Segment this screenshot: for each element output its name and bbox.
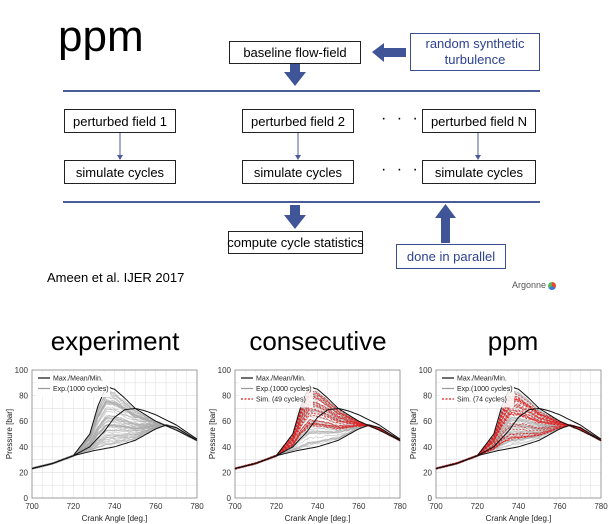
x-tick-label: 740 bbox=[311, 502, 325, 511]
legend-label: Exp.(1000 cycles) bbox=[256, 386, 312, 393]
done-in-parallel-box: done in parallel bbox=[396, 244, 506, 269]
legend-background bbox=[36, 372, 110, 397]
chart-title-consecutive: consecutive bbox=[249, 326, 387, 356]
y-axis-label: Pressure [bar] bbox=[208, 409, 217, 459]
baseline-down-arrow bbox=[284, 64, 306, 86]
reference-citation: Ameen et al. IJER 2017 bbox=[47, 270, 185, 285]
y-tick-label: 20 bbox=[423, 468, 432, 477]
divider-bottom bbox=[63, 201, 540, 203]
perturbed-field-2-box: perturbed field 2 bbox=[242, 109, 354, 133]
envelope-min-line bbox=[234, 424, 401, 470]
random-synthetic-turbulence-box: random synthetic turbulence bbox=[410, 33, 540, 71]
plot-frame bbox=[234, 369, 401, 499]
x-tick-label: 740 bbox=[108, 502, 122, 511]
y-tick-label: 100 bbox=[218, 366, 232, 375]
sim-cycle-line bbox=[234, 391, 401, 470]
y-tick-label: 20 bbox=[19, 468, 28, 477]
legend-label: Max./Mean/Min. bbox=[457, 376, 507, 383]
legend-label: Sim. (49 cycles) bbox=[256, 397, 306, 404]
legend-label: Exp.(1000 cycles) bbox=[457, 386, 513, 393]
simulate-cycles-1-box: simulate cycles bbox=[64, 160, 176, 184]
sim-cycle-line bbox=[234, 425, 401, 470]
x-axis-label: Crank Angle [deg.] bbox=[486, 514, 552, 523]
y-tick-label: 80 bbox=[423, 392, 432, 401]
y-tick-label: 40 bbox=[222, 443, 231, 452]
legend-label: Max./Mean/Min. bbox=[53, 376, 103, 383]
y-axis-label: Pressure [bar] bbox=[409, 409, 418, 459]
envelope-min-line bbox=[31, 424, 198, 470]
ellipsis-bottom: · · · bbox=[381, 161, 421, 178]
y-tick-label: 40 bbox=[19, 443, 28, 452]
chart-title-experiment: experiment bbox=[50, 326, 180, 356]
argonne-logo-mark bbox=[548, 281, 557, 290]
y-tick-label: 100 bbox=[419, 366, 433, 375]
x-axis-label: Crank Angle [deg.] bbox=[82, 514, 148, 523]
x-tick-label: 720 bbox=[270, 502, 284, 511]
y-axis-label: Pressure [bar] bbox=[5, 409, 14, 459]
legend-label: Sim. (74 cycles) bbox=[457, 397, 507, 404]
x-tick-label: 700 bbox=[429, 502, 443, 511]
y-tick-label: 80 bbox=[222, 392, 231, 401]
perturbed-field-N-box: perturbed field N bbox=[422, 109, 536, 133]
y-tick-label: 100 bbox=[15, 366, 29, 375]
turbulence-arrow bbox=[372, 43, 406, 62]
y-tick-label: 60 bbox=[222, 417, 231, 426]
diagram-arrows bbox=[117, 43, 481, 243]
compute-down-arrow bbox=[284, 205, 306, 229]
chart-title-ppm: ppm bbox=[487, 326, 539, 356]
x-tick-label: 780 bbox=[594, 502, 608, 511]
x-axis-label: Crank Angle [deg.] bbox=[285, 514, 351, 523]
x-tick-label: 760 bbox=[149, 502, 163, 511]
x-tick-label: 720 bbox=[471, 502, 485, 511]
y-tick-label: 0 bbox=[428, 494, 433, 503]
y-tick-label: 20 bbox=[222, 468, 231, 477]
envelope-min-line bbox=[435, 424, 602, 470]
diagram-title: ppm bbox=[58, 12, 144, 61]
legend-label: Max./Mean/Min. bbox=[256, 376, 306, 383]
chart-ppm: 700 720 740 760 780 0 20 40 60 80 100 Crank Angle [… bbox=[409, 366, 608, 523]
x-tick-label: 760 bbox=[553, 502, 567, 511]
y-tick-label: 60 bbox=[423, 417, 432, 426]
simulate-cycles-N-box: simulate cycles bbox=[422, 160, 536, 184]
x-tick-label: 720 bbox=[67, 502, 81, 511]
arrowhead-2 bbox=[295, 155, 301, 160]
y-tick-label: 80 bbox=[19, 392, 28, 401]
ellipsis-top: · · · bbox=[381, 110, 421, 127]
argonne-logo: Argonne bbox=[512, 280, 557, 290]
chart-experiment: 700 720 740 760 780 0 20 40 60 80 100 Crank Angle [… bbox=[5, 366, 204, 523]
arrowhead-1 bbox=[117, 155, 123, 160]
parallel-up-arrow bbox=[435, 204, 456, 243]
divider-top bbox=[63, 90, 540, 92]
y-tick-label: 0 bbox=[24, 494, 29, 503]
compute-cycle-statistics-box: compute cycle statistics bbox=[227, 231, 364, 254]
y-tick-label: 60 bbox=[19, 417, 28, 426]
x-tick-label: 740 bbox=[512, 502, 526, 511]
y-tick-label: 0 bbox=[227, 494, 232, 503]
plot-frame bbox=[31, 369, 198, 499]
simulate-cycles-2-box: simulate cycles bbox=[242, 160, 354, 184]
baseline-flow-field-box: baseline flow-field bbox=[229, 41, 361, 64]
chart-consecutive: 700 720 740 760 780 0 20 40 60 80 100 Crank Angle [… bbox=[208, 366, 407, 523]
legend-label: Exp.(1000 cycles) bbox=[53, 386, 109, 393]
sim-cycle-line bbox=[435, 399, 602, 470]
x-tick-label: 700 bbox=[228, 502, 242, 511]
arrowhead-N bbox=[475, 155, 481, 160]
x-tick-label: 780 bbox=[190, 502, 204, 511]
plot-frame bbox=[435, 369, 602, 499]
argonne-logo-text: Argonne bbox=[512, 280, 547, 290]
x-tick-label: 780 bbox=[393, 502, 407, 511]
x-tick-label: 700 bbox=[25, 502, 39, 511]
x-tick-label: 760 bbox=[352, 502, 366, 511]
perturbed-field-1-box: perturbed field 1 bbox=[64, 109, 176, 133]
y-tick-label: 40 bbox=[423, 443, 432, 452]
